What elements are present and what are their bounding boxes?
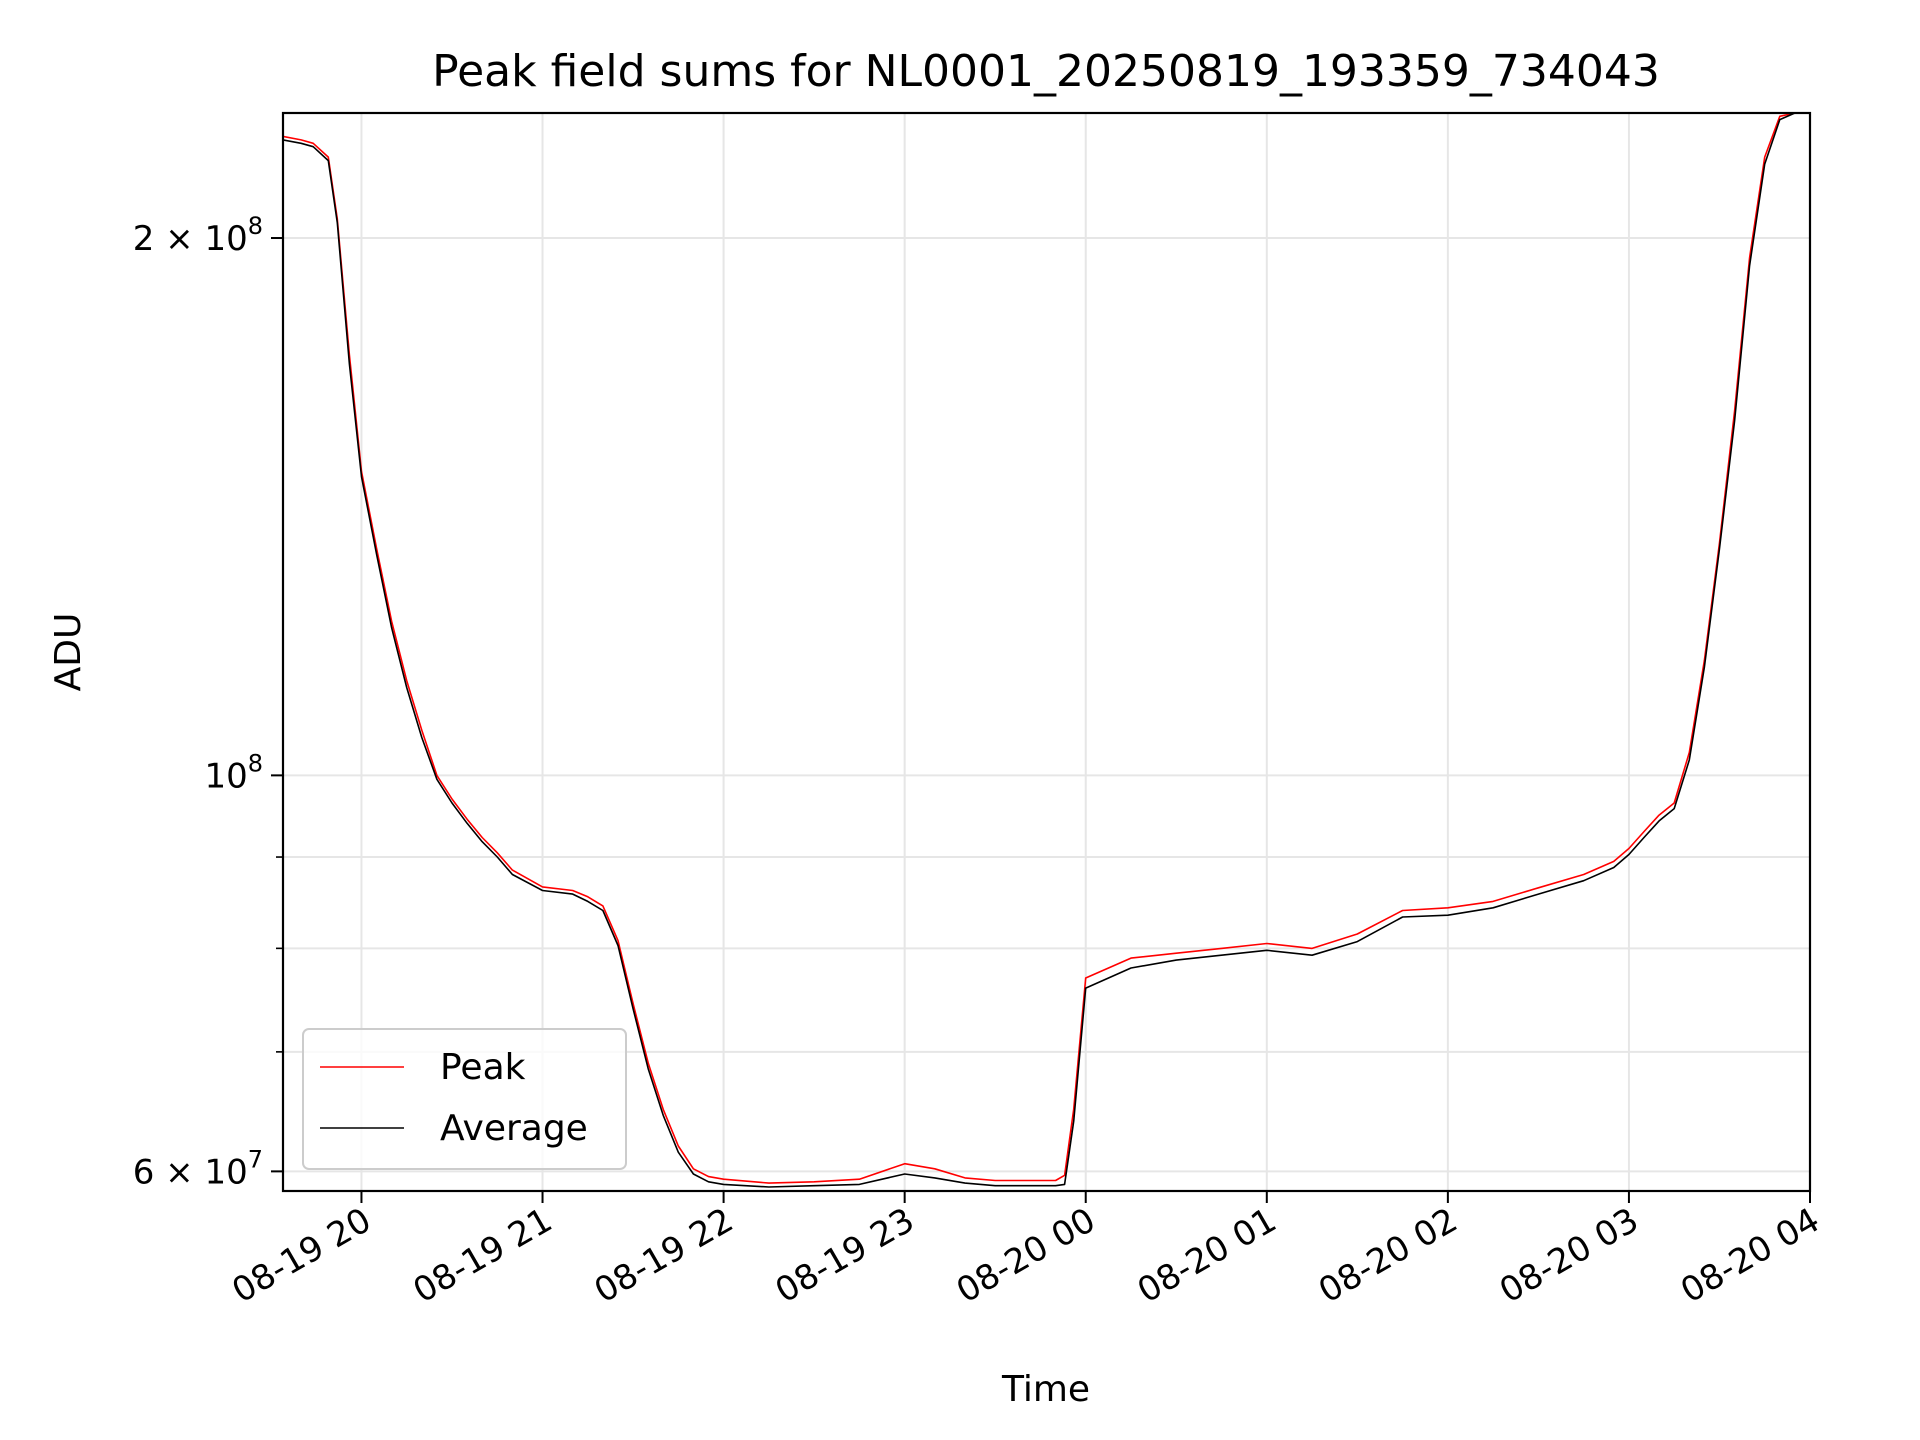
y-tick-label: 2 × 108 — [133, 212, 263, 259]
y-tick-label: 6 × 107 — [133, 1145, 263, 1192]
series-line-average — [283, 113, 1796, 1188]
series-line-peak — [283, 113, 1796, 1184]
legend-label-average: Average — [440, 1108, 588, 1149]
legend-label-peak: Peak — [440, 1047, 526, 1088]
y-axis-label: ADU — [48, 613, 89, 692]
legend-box — [302, 1028, 627, 1170]
x-axis-label: Time — [1001, 1369, 1090, 1410]
series-layer — [283, 113, 1796, 1188]
chart-title: Peak field sums for NL0001_20250819_1933… — [432, 46, 1660, 97]
plot-frame — [281, 111, 1812, 1193]
legend: Peak Average — [302, 1028, 627, 1170]
